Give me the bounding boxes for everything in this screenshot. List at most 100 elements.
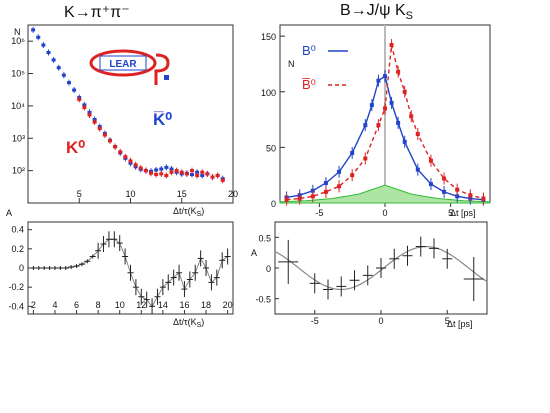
- b-rate-b0-point: [415, 167, 420, 172]
- b-asym-ytick-label: -0.5: [255, 295, 271, 305]
- kaon-asym-xtick-label: 6: [74, 300, 79, 310]
- kaon-rate-red-point: [97, 127, 102, 131]
- b-rate-bbar0-point: [428, 158, 433, 163]
- lear-logo-text: LEAR: [109, 59, 137, 70]
- b-rate-bbar0-point: [389, 43, 394, 48]
- b-rate-ytick-label: 100: [261, 88, 276, 98]
- kaon-asym-xlabel: Δt/τ(KS): [173, 317, 204, 329]
- kaon-rate-ytick-label: 10⁶: [11, 36, 25, 46]
- b-rate-xtick-label: -5: [315, 208, 323, 218]
- b-rate-bbar0-point: [468, 193, 473, 198]
- b-rate-bbar0-point: [455, 187, 460, 192]
- b-rate-b0-point: [396, 120, 401, 125]
- kaon-rate-red-point: [184, 172, 189, 176]
- kaon-rate-blue-point: [41, 43, 46, 47]
- b-asym-xtick-label: 0: [378, 316, 383, 326]
- kaon-rate-ytick-label: 10²: [12, 166, 25, 176]
- b-rate-b0-point: [337, 169, 342, 174]
- b-rate-bbar0-point: [363, 156, 368, 161]
- kaon-rate-ytick-label: 10⁴: [11, 101, 25, 111]
- b-rate-bbar0-point: [284, 197, 289, 202]
- b-asym-xlabel: Δt [ps]: [447, 319, 473, 329]
- kaon-rate-red-point: [174, 169, 179, 173]
- kaon-rate-blue-point: [56, 66, 61, 70]
- kaon-rate-blue-point: [169, 167, 174, 171]
- kaon-rate-red-point: [220, 178, 225, 182]
- kaon-rate-xlabel: Δt/τ(KS): [173, 206, 204, 218]
- lear-logo-ring: [89, 49, 157, 77]
- kaon-asym-ytick-label: 0.2: [11, 244, 24, 254]
- kaon-asym-xtick-label: 18: [201, 300, 211, 310]
- kaon-rate-blue-point: [36, 35, 41, 39]
- kaon-rate-red-point: [149, 171, 153, 175]
- kaon-rate-red-point: [113, 145, 118, 149]
- kaon-rate-red-point: [190, 169, 194, 173]
- kaon-rate-xlabel-close: ): [201, 206, 204, 216]
- kaon-asym-ytick-label: 0.4: [11, 225, 24, 235]
- kaon-rate-blue-point: [51, 58, 56, 62]
- kaon-rate-red-point: [123, 155, 128, 159]
- b-rate-bbar0-point: [481, 196, 486, 201]
- kaon-rate-xtick-label: 15: [177, 189, 187, 199]
- kaon-rate-xlabel-sub: S: [197, 211, 202, 218]
- kaon-rate-blue-point: [154, 168, 159, 172]
- right-title-subscript: S: [405, 10, 413, 23]
- kaon-asym-xtick-label: 12: [136, 300, 146, 310]
- b-rate-background-fill: [279, 184, 491, 204]
- kaon-asym-xlabel-sub: S: [197, 322, 202, 329]
- kaon-rate-blue-point: [164, 165, 169, 169]
- b-asym-xtick-label: -5: [311, 316, 319, 326]
- kaon-asym-ytick-label: 0: [19, 263, 24, 273]
- b-rate-b0-point: [350, 150, 355, 155]
- kaon-asym-xlabel-close: ): [201, 317, 204, 327]
- b-rate-ytick-label: 50: [266, 143, 276, 153]
- b-rate-bbar0-point: [323, 189, 328, 194]
- kaon-rate-red-point: [205, 172, 210, 176]
- b-rate-legend-b0: B⁰: [302, 43, 316, 58]
- right-title: B→J/ψ KS: [340, 2, 413, 22]
- b-rate-bbar0-point: [376, 123, 381, 128]
- b-rate-xtick-label: 5: [448, 208, 453, 218]
- b-rate-ytick-label: 0: [271, 199, 276, 209]
- kaon-rate-blue-point: [61, 73, 66, 77]
- kaon-rate-xtick-label: 5: [77, 189, 82, 199]
- b-rate-xtick-label: 0: [382, 208, 387, 218]
- kaon-rate-red-point: [169, 170, 174, 174]
- kaon-rate-red-point: [159, 172, 164, 176]
- b-rate-b0-point: [369, 103, 374, 108]
- kaon-rate-blue-point: [195, 170, 200, 174]
- b-rate-ytick-label: 150: [261, 32, 276, 42]
- kaon-rate-blue-point: [67, 81, 71, 85]
- kaon-rate-red-point: [82, 106, 87, 110]
- kaon-rate-red-point: [215, 173, 220, 177]
- b-asym-ylabel: A: [251, 248, 257, 258]
- kaon-rate-red-point: [77, 97, 82, 101]
- b-rate-bbar0-point: [310, 194, 315, 199]
- b-rate-bbar0-point: [396, 69, 401, 74]
- b-rate-bbar0-point: [409, 114, 414, 119]
- kaon-asym-xtick-label: 2: [31, 300, 36, 310]
- kaon-rate-red-point: [133, 163, 138, 167]
- b-rate-bbar0-point: [383, 106, 387, 111]
- kaon-rate-ytick-label: 10⁵: [11, 69, 25, 79]
- b-rate-b0-point: [455, 194, 460, 199]
- b-asym-ytick-label: 0: [266, 264, 271, 274]
- kaon-rate-xtick-label: 20: [228, 189, 238, 199]
- b-asym-xtick-label: 5: [445, 316, 450, 326]
- b-rate-bbar0-point: [337, 184, 342, 189]
- kaon-asym-xtick-label: 20: [223, 300, 233, 310]
- kaon-asym-ytick-label: -0.2: [8, 282, 24, 292]
- b-rate-bbar0-point: [415, 132, 420, 137]
- b-asym-ytick-label: 0.5: [258, 233, 271, 243]
- b-rate-b0-point: [442, 189, 447, 194]
- b-rate-legend-bbar0: B̅⁰: [302, 77, 316, 92]
- kaon-rate-xtick-label: 10: [125, 189, 135, 199]
- kaon-rate-red-point: [195, 173, 200, 177]
- kaon-asym-xtick-label: 16: [179, 300, 189, 310]
- b-rate-ylabel: N: [288, 59, 295, 69]
- b-rate-b0-point: [428, 182, 433, 187]
- lear-logo-dot: [164, 75, 169, 80]
- kaon-rate-blue-point: [159, 167, 164, 171]
